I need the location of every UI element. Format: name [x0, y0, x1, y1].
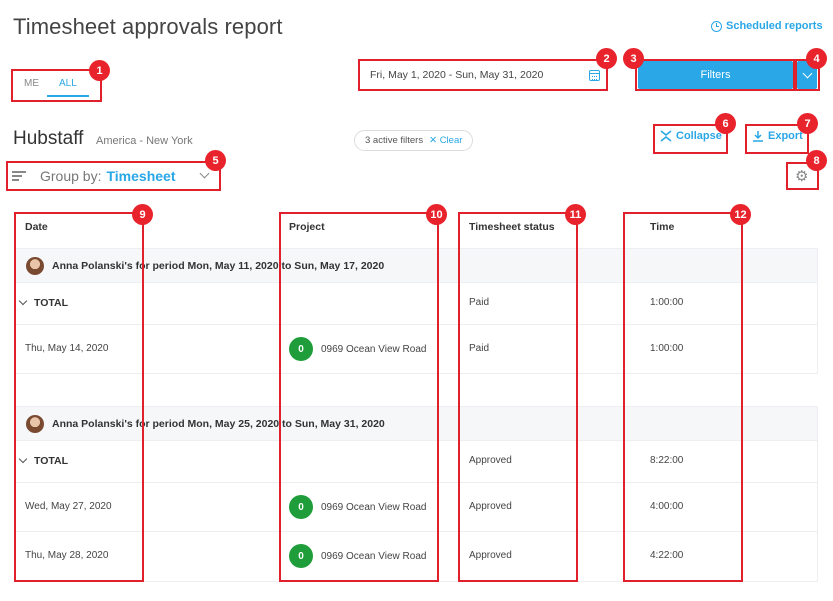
clear-filters-link[interactable]: ✕ Clear — [429, 135, 462, 146]
callout-number: 1 — [89, 60, 110, 81]
callout-number: 2 — [596, 48, 617, 69]
export-button[interactable]: Export — [752, 130, 803, 142]
row-status: Approved — [469, 501, 512, 512]
callout-number: 6 — [715, 113, 736, 134]
toggle-me[interactable]: ME — [24, 78, 39, 89]
group-header: Anna Polanski's for period Mon, May 25, … — [15, 406, 818, 441]
total-status: Approved — [469, 455, 512, 466]
row-status: Approved — [469, 550, 512, 561]
date-range-value: Fri, May 1, 2020 - Sun, May 31, 2020 — [370, 69, 544, 81]
table-row: Thu, May 14, 2020 0 0969 Ocean View Road… — [15, 325, 818, 374]
callout-box — [786, 162, 819, 190]
scheduled-reports-label: Scheduled reports — [726, 20, 823, 32]
row-date: Thu, May 28, 2020 — [25, 550, 109, 561]
total-toggle[interactable]: TOTAL — [18, 454, 69, 467]
row-date: Thu, May 14, 2020 — [25, 343, 109, 354]
row-time: 4:22:00 — [650, 550, 684, 561]
calendar-icon — [589, 69, 600, 81]
table-row: Wed, May 27, 2020 0 0969 Ocean View Road… — [15, 483, 818, 532]
organization-timezone: America - New York — [96, 135, 193, 147]
column-header-status: Timesheet status — [469, 221, 555, 233]
clock-icon — [711, 20, 722, 32]
column-header-date: Date — [25, 221, 48, 233]
page-title: Timesheet approvals report — [13, 14, 283, 39]
project-name: 0969 Ocean View Road — [321, 343, 427, 355]
callout-box — [6, 161, 221, 191]
callout-number: 12 — [730, 204, 751, 225]
row-project: 0 0969 Ocean View Road — [289, 337, 426, 361]
total-time: 1:00:00 — [650, 297, 684, 308]
column-header-project: Project — [289, 221, 325, 233]
callout-box — [745, 124, 809, 154]
callout-number: 4 — [806, 48, 827, 69]
row-project: 0 0969 Ocean View Road — [289, 495, 426, 519]
avatar — [26, 256, 44, 275]
callout-box — [623, 212, 743, 582]
group-by-select[interactable]: Group by: Timesheet — [12, 165, 220, 187]
export-label: Export — [768, 130, 803, 142]
callout-number: 5 — [205, 150, 226, 171]
scope-toggle: ME ALL — [16, 72, 89, 97]
group-header: Anna Polanski's for period Mon, May 11, … — [15, 248, 818, 283]
callout-number: 10 — [426, 204, 447, 225]
row-status: Paid — [469, 343, 490, 354]
project-badge: 0 — [289, 495, 313, 519]
collapse-label: Collapse — [676, 130, 722, 142]
callout-box — [635, 59, 795, 91]
row-time: 4:00:00 — [650, 501, 684, 512]
total-label: TOTAL — [34, 297, 69, 309]
organization-name: Hubstaff — [13, 128, 84, 149]
toggle-all[interactable]: ALL — [47, 72, 89, 97]
active-filters-chip: 3 active filters ✕ Clear — [354, 130, 474, 151]
callout-number: 9 — [132, 204, 153, 225]
row-project: 0 0969 Ocean View Road — [289, 544, 426, 568]
callout-number: 3 — [623, 48, 644, 69]
callout-number: 11 — [565, 204, 586, 225]
date-range-picker[interactable]: Fri, May 1, 2020 - Sun, May 31, 2020 — [362, 62, 608, 88]
callout-box — [358, 59, 608, 91]
scheduled-reports-link[interactable]: Scheduled reports — [711, 20, 823, 32]
column-header-time: Time — [650, 221, 675, 233]
callout-box — [11, 69, 102, 102]
download-icon — [753, 131, 763, 142]
total-toggle[interactable]: TOTAL — [18, 296, 69, 309]
project-name: 0969 Ocean View Road — [321, 501, 427, 513]
callout-number: 8 — [806, 150, 827, 171]
callout-box — [279, 212, 439, 582]
avatar — [26, 414, 44, 433]
project-name: 0969 Ocean View Road — [321, 550, 427, 562]
total-status: Paid — [469, 297, 490, 308]
row-time: 1:00:00 — [650, 343, 684, 354]
row-date: Wed, May 27, 2020 — [25, 501, 112, 512]
callout-number: 7 — [797, 113, 818, 134]
close-icon: ✕ — [429, 135, 438, 146]
callout-box — [458, 212, 578, 582]
clear-filters-label: Clear — [439, 135, 463, 146]
group-by-label: Group by: — [40, 168, 102, 184]
active-filters-count: 3 active filters — [365, 135, 424, 146]
group-title: Anna Polanski's for period Mon, May 11, … — [52, 259, 385, 272]
collapse-icon — [660, 130, 672, 142]
callout-box — [14, 212, 144, 582]
group-by-value: Timesheet — [106, 168, 176, 184]
gear-icon[interactable]: ⚙ — [795, 168, 809, 185]
project-badge: 0 — [289, 544, 313, 568]
callout-box — [653, 124, 728, 154]
list-icon — [12, 171, 26, 181]
total-label: TOTAL — [34, 455, 69, 467]
project-badge: 0 — [289, 337, 313, 361]
total-time: 8:22:00 — [650, 455, 684, 466]
collapse-button[interactable]: Collapse — [660, 130, 722, 142]
filters-button[interactable]: Filters — [638, 61, 793, 89]
group-title: Anna Polanski's for period Mon, May 25, … — [52, 417, 385, 430]
